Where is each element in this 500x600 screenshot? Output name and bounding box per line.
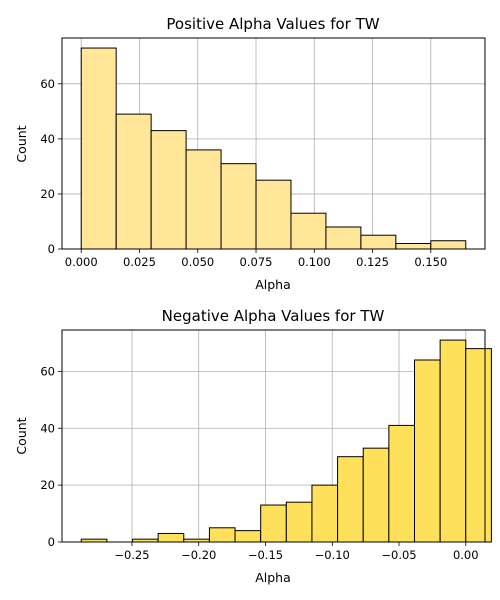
x-tick-label: −0.15	[248, 548, 283, 562]
histogram-bar	[185, 149, 222, 250]
x-tick-label: 0.025	[123, 255, 156, 269]
histogram-bar	[208, 527, 236, 543]
histogram-bar	[325, 226, 362, 250]
histogram-bar	[285, 501, 313, 543]
histogram-bar	[290, 212, 327, 250]
histogram-bar	[311, 484, 339, 543]
histogram-bar	[439, 339, 467, 543]
x-tick-label: 0.150	[414, 255, 447, 269]
bars	[80, 47, 467, 250]
y-tick-label: 40	[40, 421, 55, 435]
y-tick-label: 20	[40, 187, 55, 201]
x-tick-label: 0.100	[298, 255, 331, 269]
axes-frame	[61, 37, 486, 250]
x-tick-label: −0.10	[315, 548, 350, 562]
x-tick-label: 0.075	[240, 255, 273, 269]
x-tick-label: 0.000	[65, 255, 98, 269]
histogram-bar	[395, 242, 432, 250]
histogram-bar	[362, 447, 390, 543]
axes-frame	[61, 329, 486, 543]
x-axis-label: Alpha	[255, 277, 291, 292]
histogram-bar	[414, 359, 441, 543]
histogram-bar	[260, 504, 287, 543]
histogram-bar	[234, 530, 262, 543]
x-tick-label: 0.125	[356, 255, 389, 269]
x-tick-label: 0.050	[181, 255, 214, 269]
y-tick-label: 60	[40, 364, 55, 378]
negative-alpha-histogram: Negative Alpha Values for TW Alpha Count…	[14, 307, 492, 585]
x-tick-label: −0.05	[381, 548, 416, 562]
x-axis-label: Alpha	[255, 570, 291, 585]
y-ticks: 0 20 40 60	[40, 77, 62, 256]
chart-title: Negative Alpha Values for TW	[162, 307, 385, 325]
histogram-bar	[465, 348, 492, 543]
y-tick-label: 0	[48, 535, 55, 549]
histogram-bar	[337, 456, 364, 543]
histogram-bar	[80, 47, 117, 250]
positive-alpha-histogram: Positive Alpha Values for TW Alpha Count…	[14, 15, 486, 292]
x-tick-label: −0.25	[114, 548, 149, 562]
y-tick-label: 60	[40, 77, 55, 91]
x-ticks: 0.000 0.025 0.050 0.075 0.100 0.125 0.150	[65, 249, 447, 269]
y-tick-label: 0	[48, 242, 55, 256]
histogram-bar	[255, 179, 292, 250]
y-ticks: 0 20 40 60	[40, 364, 62, 549]
histogram-bar	[430, 240, 467, 250]
bars	[80, 339, 492, 543]
x-tick-label: 0.00	[453, 548, 479, 562]
y-axis-label: Count	[14, 125, 29, 162]
y-axis-label: Count	[14, 417, 29, 454]
chart-title: Positive Alpha Values for TW	[166, 15, 379, 33]
y-tick-label: 20	[40, 478, 55, 492]
y-tick-label: 40	[40, 132, 55, 146]
histogram-bar	[150, 130, 187, 250]
histogram-bar	[157, 532, 185, 543]
histogram-bar	[388, 424, 416, 543]
histogram-bar	[360, 234, 397, 250]
histogram-bar	[220, 163, 257, 250]
histogram-bar	[115, 113, 152, 250]
x-tick-label: −0.20	[181, 548, 216, 562]
x-ticks: −0.25 −0.20 −0.15 −0.10 −0.05 0.00	[114, 542, 479, 562]
